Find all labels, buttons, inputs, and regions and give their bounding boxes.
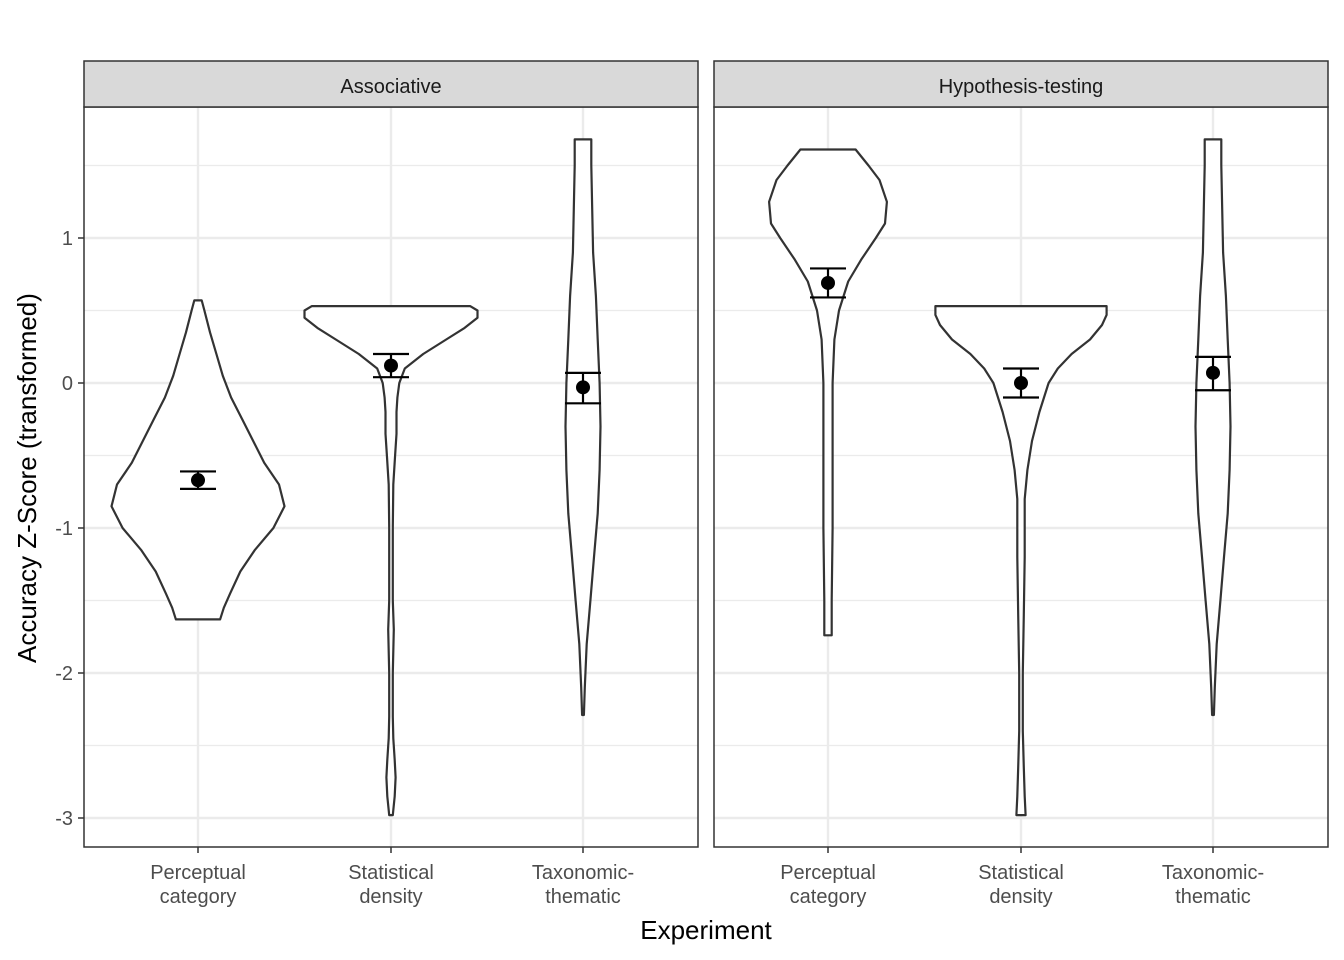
mean-point — [821, 275, 835, 290]
y-tick-label: 1 — [62, 228, 73, 250]
y-tick-label: 0 — [62, 373, 73, 395]
facet-strip — [83, 60, 699, 108]
x-tick-label: thematic — [545, 886, 621, 908]
facet-strip-label: Hypothesis-testing — [939, 76, 1104, 98]
violin-shape — [303, 305, 479, 817]
x-tick-label: Taxonomic- — [532, 862, 634, 884]
violin-shape — [110, 299, 286, 621]
mean-point — [384, 358, 398, 373]
x-tick-label: Perceptual — [780, 862, 876, 884]
violin-shape — [1194, 138, 1232, 717]
x-tick-label: Statistical — [348, 862, 434, 884]
y-axis: 1 0 -1 -2 -3 — [55, 228, 84, 830]
violin-shape — [564, 138, 602, 717]
violin-shape — [768, 148, 888, 637]
x-tick-label: density — [989, 886, 1052, 908]
facet-strip-label: Associative — [340, 76, 441, 98]
x-tick-label: density — [359, 886, 422, 908]
y-tick-label: -2 — [55, 663, 73, 685]
mean-point — [1206, 365, 1220, 380]
x-tick-label: Taxonomic- — [1162, 862, 1264, 884]
x-tick-label: thematic — [1175, 886, 1251, 908]
x-tick-label: category — [790, 886, 867, 908]
mean-point — [1014, 376, 1028, 390]
y-tick-label: -1 — [55, 518, 73, 540]
y-tick-label: -3 — [55, 808, 73, 830]
mean-point — [576, 380, 590, 395]
x-tick-label: Perceptual — [150, 862, 246, 884]
y-axis-title: Accuracy Z-Score (transformed) — [12, 293, 42, 663]
violin-shape — [934, 305, 1108, 817]
mean-point — [191, 473, 205, 488]
x-tick-label: category — [160, 886, 237, 908]
x-tick-label: Statistical — [978, 862, 1064, 884]
x-axis-title: Experiment — [640, 915, 772, 945]
facet-strip — [713, 60, 1329, 108]
